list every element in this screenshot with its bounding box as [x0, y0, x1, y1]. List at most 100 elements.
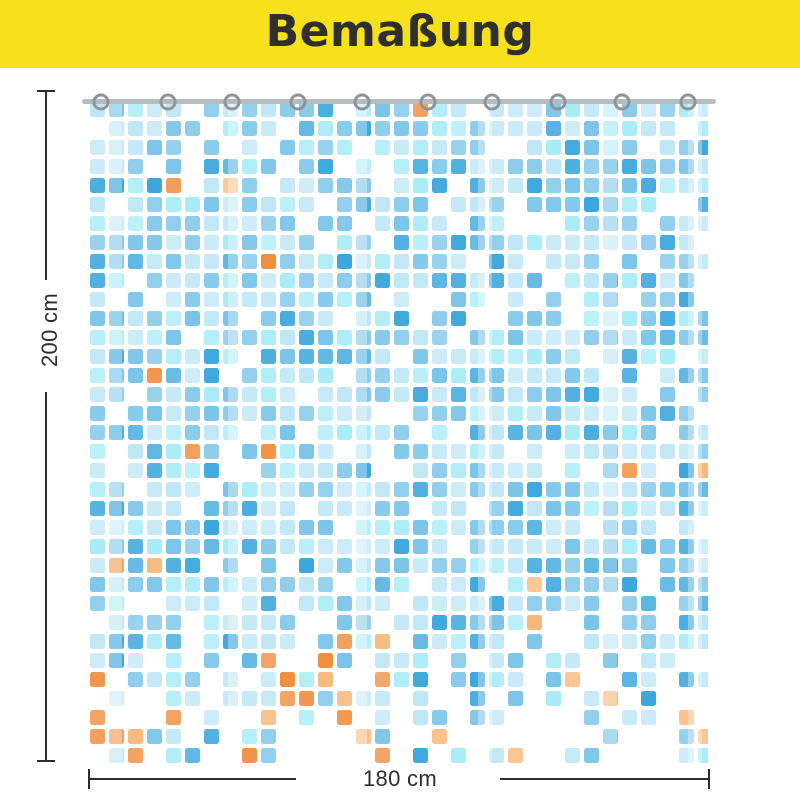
- mosaic-tile: [565, 558, 580, 573]
- mosaic-tile: [622, 672, 637, 687]
- mosaic-tile: [394, 197, 409, 212]
- mosaic-tile: [185, 387, 200, 402]
- mosaic-tile: [565, 748, 580, 763]
- mosaic-tile: [451, 235, 466, 250]
- mosaic-tile: [318, 349, 333, 364]
- mosaic-tile: [299, 596, 314, 611]
- page-title: Bemaßung: [265, 6, 535, 57]
- mosaic-tile: [432, 254, 447, 269]
- mosaic-tile: [546, 197, 561, 212]
- mosaic-tile: [128, 520, 143, 535]
- mosaic-tile: [356, 235, 371, 250]
- mosaic-tile: [261, 558, 276, 573]
- mosaic-tile: [413, 539, 428, 554]
- mosaic-tile: [546, 672, 561, 687]
- mosaic-tile: [622, 311, 637, 326]
- mosaic-tile: [660, 235, 675, 250]
- mosaic-tile: [375, 520, 390, 535]
- mosaic-tile: [489, 235, 504, 250]
- mosaic-tile: [166, 615, 181, 630]
- mosaic-tile: [147, 235, 162, 250]
- mosaic-tile: [470, 273, 485, 288]
- mosaic-tile: [432, 102, 447, 117]
- mosaic-tile: [242, 159, 257, 174]
- curtain-fold-highlight: [603, 98, 617, 766]
- mosaic-tile: [565, 102, 580, 117]
- mosaic-tile: [128, 653, 143, 668]
- mosaic-tile: [584, 539, 599, 554]
- mosaic-tile: [261, 159, 276, 174]
- mosaic-tile: [337, 463, 352, 478]
- mosaic-tile: [90, 387, 105, 402]
- mosaic-tile: [451, 140, 466, 155]
- mosaic-tile: [584, 254, 599, 269]
- mosaic-tile: [280, 520, 295, 535]
- mosaic-tile: [166, 729, 181, 744]
- mosaic-tile: [128, 178, 143, 193]
- mosaic-tile: [489, 615, 504, 630]
- mosaic-tile: [337, 634, 352, 649]
- mosaic-tile: [527, 273, 542, 288]
- mosaic-tile: [299, 406, 314, 421]
- mosaic-tile: [508, 178, 523, 193]
- mosaic-tile: [128, 672, 143, 687]
- mosaic-tile: [166, 558, 181, 573]
- mosaic-tile: [356, 254, 371, 269]
- mosaic-tile: [584, 330, 599, 345]
- mosaic-tile: [508, 539, 523, 554]
- mosaic-tile: [242, 729, 257, 744]
- mosaic-tile: [166, 330, 181, 345]
- mosaic-tile: [451, 482, 466, 497]
- mosaic-tile: [261, 577, 276, 592]
- mosaic-tile: [375, 691, 390, 706]
- mosaic-tile: [698, 330, 708, 345]
- mosaic-tile: [622, 425, 637, 440]
- mosaic-tile: [489, 539, 504, 554]
- mosaic-tile: [90, 596, 105, 611]
- mosaic-tile: [394, 615, 409, 630]
- mosaic-tile: [451, 387, 466, 402]
- mosaic-tile: [394, 520, 409, 535]
- mosaic-tile: [242, 140, 257, 155]
- mosaic-tile: [451, 311, 466, 326]
- mosaic-tile: [641, 178, 656, 193]
- mosaic-tile: [223, 292, 238, 307]
- mosaic-tile: [109, 615, 124, 630]
- mosaic-tile: [280, 672, 295, 687]
- mosaic-tile: [185, 596, 200, 611]
- height-label: 200 cm: [37, 293, 62, 367]
- mosaic-tile: [527, 577, 542, 592]
- mosaic-tile: [204, 615, 219, 630]
- mosaic-tile: [679, 748, 694, 763]
- mosaic-tile: [242, 596, 257, 611]
- mosaic-tile: [356, 615, 371, 630]
- mosaic-tile: [147, 216, 162, 231]
- mosaic-tile: [413, 691, 428, 706]
- mosaic-tile: [432, 121, 447, 136]
- mosaic-tile: [679, 216, 694, 231]
- mosaic-tile: [185, 349, 200, 364]
- mosaic-tile: [185, 463, 200, 478]
- mosaic-tile: [489, 501, 504, 516]
- mosaic-tile: [318, 520, 333, 535]
- mosaic-tile: [166, 102, 181, 117]
- mosaic-tile: [242, 235, 257, 250]
- mosaic-tile: [641, 425, 656, 440]
- mosaic-tile: [166, 197, 181, 212]
- mosaic-tile: [166, 273, 181, 288]
- mosaic-tile: [204, 197, 219, 212]
- mosaic-tile: [337, 558, 352, 573]
- mosaic-tile: [565, 235, 580, 250]
- mosaic-tile: [185, 273, 200, 288]
- mosaic-tile: [166, 520, 181, 535]
- mosaic-tile: [394, 387, 409, 402]
- mosaic-tile: [280, 235, 295, 250]
- mosaic-tile: [185, 539, 200, 554]
- mosaic-tile: [641, 406, 656, 421]
- mosaic-tile: [204, 102, 219, 117]
- mosaic-tile: [698, 615, 708, 630]
- mosaic-tile: [261, 121, 276, 136]
- mosaic-tile: [109, 235, 124, 250]
- mosaic-tile: [128, 140, 143, 155]
- mosaic-tile: [603, 539, 618, 554]
